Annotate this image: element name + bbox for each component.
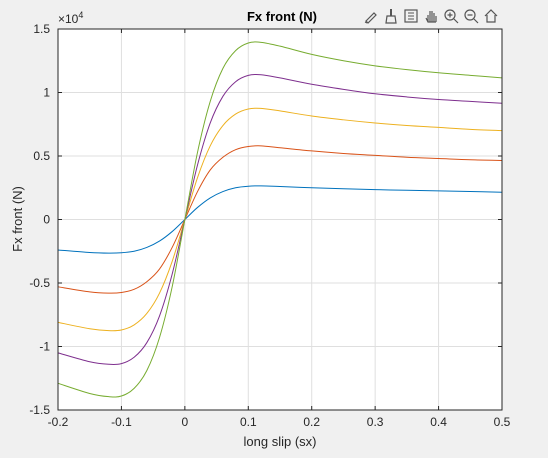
chart-title: Fx front (N) xyxy=(247,9,317,24)
y-tick-label: -0.5 xyxy=(29,276,50,290)
x-tick-label: -0.2 xyxy=(48,415,69,429)
x-tick-label: -0.1 xyxy=(111,415,132,429)
series-line-2 xyxy=(57,145,503,294)
y-tick-label: -1.5 xyxy=(29,403,50,417)
series-line-3 xyxy=(57,107,503,332)
x-tick-label: 0.5 xyxy=(494,415,511,429)
legend-icon[interactable] xyxy=(402,7,420,25)
series-lines xyxy=(57,41,503,398)
axis-ticks xyxy=(57,28,503,411)
zoom-out-icon[interactable] xyxy=(462,7,480,25)
y-tick-label: -1 xyxy=(39,340,50,354)
y-axis-label: Fx front (N) xyxy=(10,186,25,252)
zoom-in-icon[interactable] xyxy=(442,7,460,25)
y-exponent-base: ×10 xyxy=(58,12,79,26)
x-tick-label: 0.4 xyxy=(430,415,447,429)
x-tick-label: 0.3 xyxy=(367,415,384,429)
x-tick-labels: -0.2 -0.1 0 0.1 0.2 0.3 0.4 0.5 xyxy=(48,415,511,429)
y-exponent: ×104 xyxy=(58,10,83,26)
x-axis-label: long slip (sx) xyxy=(244,434,317,449)
series-line-4 xyxy=(57,73,503,366)
y-tick-label: 1 xyxy=(43,86,50,100)
series-line-1 xyxy=(57,185,503,254)
brush-icon[interactable] xyxy=(382,7,400,25)
x-tick-label: 0.1 xyxy=(240,415,257,429)
y-tick-labels: -1.5 -1 -0.5 0 0.5 1 1.5 xyxy=(29,22,50,417)
edit-plot-icon[interactable] xyxy=(362,7,380,25)
y-exponent-power: 4 xyxy=(78,10,83,20)
figure-toolbar xyxy=(362,6,500,26)
x-tick-label: 0 xyxy=(182,415,189,429)
series-line-5 xyxy=(57,41,503,398)
y-tick-label: 0.5 xyxy=(33,149,50,163)
pan-icon[interactable] xyxy=(422,7,440,25)
y-tick-label: 1.5 xyxy=(33,22,50,36)
home-icon[interactable] xyxy=(482,7,500,25)
x-tick-label: 0.2 xyxy=(303,415,320,429)
y-tick-label: 0 xyxy=(43,213,50,227)
